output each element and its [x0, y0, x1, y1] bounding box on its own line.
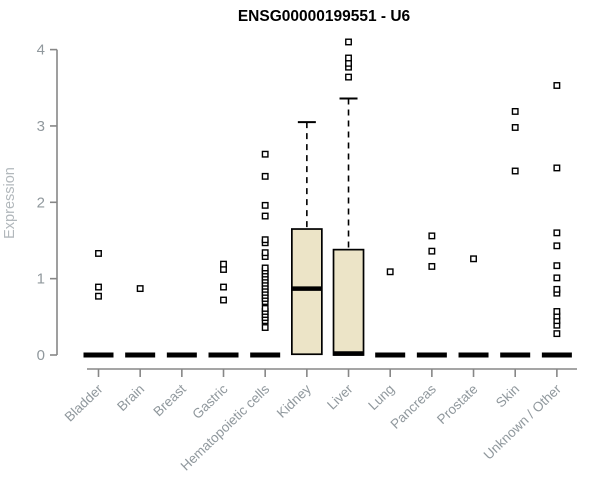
collapsed-box	[500, 352, 531, 358]
outlier-point	[95, 292, 102, 300]
outlier-point	[95, 283, 102, 291]
outlier-point	[220, 296, 227, 304]
outlier-point	[386, 268, 394, 276]
collapsed-box	[166, 352, 197, 358]
x-tick-label: Lung	[365, 381, 397, 413]
boxplot-lung	[375, 268, 406, 358]
outlier-point	[136, 285, 144, 293]
box	[332, 248, 365, 356]
outlier-point	[345, 73, 352, 81]
outlier-point	[470, 255, 477, 263]
outlier-point	[553, 242, 561, 250]
collapsed-box	[125, 352, 156, 358]
boxplot-liver	[332, 38, 365, 356]
y-tick-label: 0	[37, 347, 45, 364]
outlier-point	[553, 82, 561, 89]
outlier-point	[428, 262, 436, 270]
collapsed-box	[541, 352, 572, 358]
outlier-point	[261, 150, 269, 158]
y-tick-label: 4	[37, 42, 45, 59]
outlier-point	[553, 164, 561, 172]
y-tick-label: 3	[37, 118, 45, 135]
collapsed-box	[375, 352, 406, 358]
boxplot-gastric	[208, 260, 239, 358]
outlier-point	[220, 260, 227, 268]
x-tick-label: Bladder	[62, 381, 106, 424]
outlier-point	[511, 124, 519, 131]
outlier-point	[261, 236, 269, 244]
outlier-point	[553, 262, 561, 270]
collapsed-box	[250, 352, 281, 358]
x-tick-label: Unknown / Other	[481, 381, 565, 463]
x-tick-label: Skin	[493, 381, 522, 410]
outlier-point	[428, 247, 436, 255]
x-tick-label: Brain	[114, 381, 147, 414]
collapsed-box	[83, 352, 114, 358]
collapsed-box	[458, 352, 489, 358]
outlier-point	[261, 264, 269, 272]
x-tick-label: Gastric	[189, 381, 230, 422]
outlier-point	[261, 201, 269, 209]
outlier-point	[428, 232, 436, 240]
outlier-point	[511, 167, 519, 175]
y-tick-label: 1	[37, 271, 45, 288]
outlier-point	[345, 54, 352, 62]
outlier-point	[261, 249, 269, 257]
boxplot-skin	[500, 107, 531, 358]
outlier-point	[261, 324, 269, 331]
outlier-point	[95, 250, 102, 257]
y-axis-label: Expression	[2, 167, 18, 239]
collapsed-box	[208, 352, 239, 358]
collapsed-box	[416, 352, 447, 358]
boxplot-kidney	[291, 121, 323, 356]
y-tick-label: 2	[37, 194, 45, 211]
boxplot-hematopoietic-cells	[250, 150, 281, 358]
chart-title: ENSG00000199551 - U6	[238, 8, 411, 25]
outlier-point	[261, 212, 269, 220]
boxplot-bladder	[83, 250, 114, 358]
x-tick-label: Liver	[324, 381, 356, 412]
outlier-point	[345, 38, 352, 46]
outlier-point	[553, 308, 561, 315]
outlier-point	[553, 229, 561, 237]
outlier-point	[261, 304, 269, 312]
x-tick-label: Breast	[150, 381, 189, 419]
outlier-point	[553, 330, 561, 338]
outlier-point	[511, 107, 519, 115]
outlier-point	[553, 285, 561, 293]
x-tick-label: Prostate	[434, 381, 481, 427]
plot-area	[83, 38, 572, 358]
outlier-point	[553, 274, 561, 282]
boxplot-brain	[125, 285, 156, 358]
x-tick-label: Kidney	[274, 381, 314, 421]
outlier-point	[220, 283, 227, 291]
outlier-point	[261, 172, 269, 180]
boxplot-pancreas	[416, 232, 447, 358]
boxplot-unknown-other	[541, 82, 572, 358]
box	[291, 228, 323, 356]
boxplot-breast	[166, 352, 197, 358]
x-tick-label: Pancreas	[387, 381, 439, 432]
boxplot-prostate	[458, 255, 489, 358]
